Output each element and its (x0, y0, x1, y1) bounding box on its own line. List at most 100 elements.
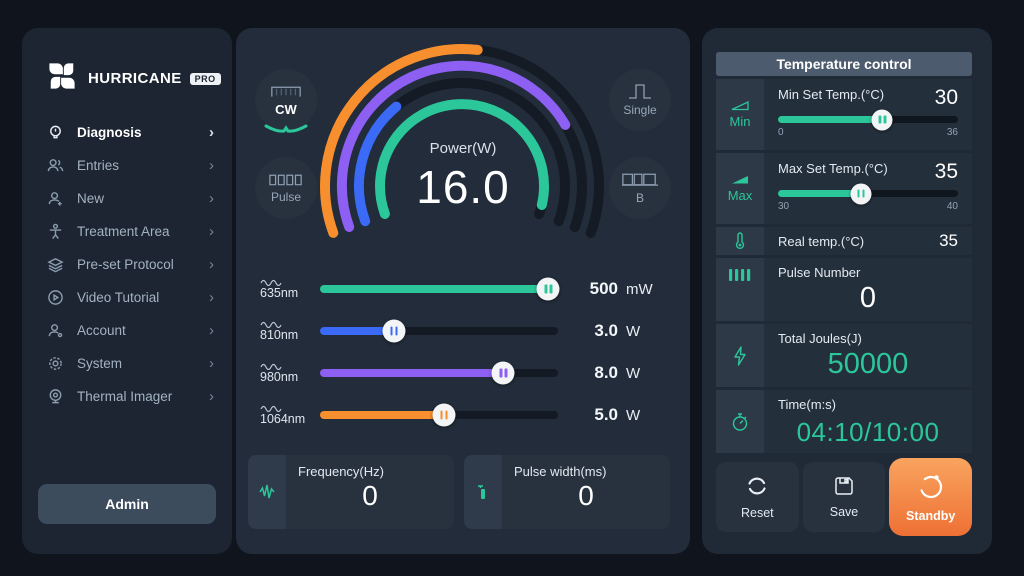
gauge-readout: Power(W) 16.0 (236, 140, 690, 214)
slider-handle[interactable] (536, 277, 560, 301)
pulse-number-value: 0 (859, 282, 877, 314)
real-temp-row: Real temp.(°C) 35 (716, 227, 972, 255)
max-temp-slider[interactable] (778, 183, 958, 204)
pulse-width-icon (464, 455, 502, 529)
pulse-number-label: Pulse Number (778, 265, 861, 280)
time-value: 04:10/10:00 (796, 417, 940, 447)
chevron-right-icon: › (209, 322, 214, 339)
mode-single-button[interactable]: Single (609, 69, 671, 131)
cw-wave-icon (271, 86, 301, 97)
admin-button[interactable]: Admin (38, 484, 216, 524)
single-pulse-icon (629, 84, 651, 99)
mode-cw-button[interactable]: CW (255, 69, 317, 133)
sidebar-item-label: Treatment Area (77, 224, 170, 239)
sidebar: HURRICANE PRO Diagnosis › Entries (22, 28, 232, 554)
standby-icon (919, 475, 942, 499)
action-buttons: Reset Save Standby (716, 457, 973, 537)
total-joules-label: Total Joules(J) (778, 331, 862, 346)
wavelength-label: 810nm (260, 328, 299, 343)
diagnosis-icon (46, 124, 64, 142)
sidebar-item-diagnosis[interactable]: Diagnosis › (22, 116, 232, 149)
slider-fill (320, 285, 549, 293)
sidebar-item-treatment-area[interactable]: Treatment Area › (22, 215, 232, 248)
min-temp-value: 30 (934, 86, 958, 109)
chevron-right-icon: › (209, 223, 214, 240)
pulse-width-card[interactable]: Pulse width(ms) 0 (464, 455, 670, 529)
slider-value: 500 (589, 279, 618, 298)
slider-track-635nm[interactable] (320, 277, 560, 301)
slider-value: 8.0 (594, 363, 618, 382)
slider-unit: W (626, 323, 641, 340)
sidebar-item-account[interactable]: Account › (22, 314, 232, 347)
sidebar-item-system[interactable]: System › (22, 347, 232, 380)
total-joules-value: 50000 (827, 348, 909, 380)
sidebar-item-entries[interactable]: Entries › (22, 149, 232, 182)
sidebar-item-video-tutorial[interactable]: Video Tutorial › (22, 281, 232, 314)
sidebar-item-thermal-imager[interactable]: Thermal Imager › (22, 380, 232, 413)
slider-row-635nm: 635nm 500 mW (260, 268, 670, 310)
min-range-high: 36 (946, 127, 958, 138)
thermal-imager-icon (46, 388, 64, 406)
mode-b-label: B (635, 191, 644, 205)
chevron-right-icon: › (209, 190, 214, 207)
slider-handle[interactable] (491, 361, 515, 385)
power-gauge (320, 43, 604, 238)
min-range-low: 0 (778, 127, 784, 138)
slider-track-980nm[interactable] (320, 361, 558, 385)
sidebar-item-label: Thermal Imager (77, 389, 173, 404)
min-temp-slider[interactable] (778, 109, 958, 130)
slider-track-1064nm[interactable] (320, 403, 558, 427)
max-range-high: 40 (946, 201, 958, 212)
sine-wave-icon (260, 406, 282, 413)
mode-cw-label: CW (275, 101, 297, 117)
frequency-card[interactable]: Frequency(Hz) 0 (248, 455, 454, 529)
chevron-right-icon: › (209, 289, 214, 306)
min-tab[interactable]: Min (716, 79, 764, 150)
chevron-right-icon: › (209, 388, 214, 405)
pulse-number-row: Pulse Number 0 (716, 258, 972, 321)
wavelength-sliders: 635nm 500 mW 810nm (260, 268, 670, 436)
real-temp-label: Real temp.(°C) (778, 233, 865, 249)
standby-label: Standby (906, 509, 956, 523)
frequency-label: Frequency(Hz) (298, 464, 384, 479)
sidebar-item-label: New (77, 191, 105, 206)
temperature-control-header: Temperature control (716, 52, 972, 76)
slider-value: 3.0 (594, 321, 618, 340)
save-button[interactable]: Save (802, 462, 886, 532)
min-temp-label: Min Set Temp.(°C) (778, 87, 885, 102)
max-ramp-icon (732, 176, 748, 184)
slider-fill (320, 327, 394, 335)
standby-button[interactable]: Standby (889, 458, 973, 536)
slider-handle[interactable] (432, 403, 456, 427)
treatment-area-icon (46, 223, 64, 241)
sidebar-item-new[interactable]: New › (22, 182, 232, 215)
mode-pulse-button[interactable]: Pulse (255, 157, 317, 219)
min-tab-label: Min (729, 114, 751, 129)
slider-handle[interactable] (871, 109, 893, 130)
gauge-value: 16.0 (416, 161, 510, 213)
temperature-panel: Temperature control Min Min Set Temp.(°C… (702, 28, 992, 554)
slider-fill (320, 411, 444, 419)
sidebar-item-label: Entries (77, 158, 120, 173)
sidebar-item-label: Pre-set Protocol (77, 257, 174, 272)
reset-button[interactable]: Reset (716, 462, 799, 532)
entries-icon (46, 157, 64, 175)
max-temp-row: Max Max Set Temp.(°C) 35 30 40 (716, 153, 972, 224)
mode-single-label: Single (623, 103, 657, 117)
brand-badge: PRO (189, 72, 221, 85)
total-joules-row: Total Joules(J) 50000 (716, 324, 972, 387)
sidebar-item-preset-protocol[interactable]: Pre-set Protocol › (22, 248, 232, 281)
slider-track-810nm[interactable] (320, 319, 558, 343)
brand-logo: HURRICANE PRO (44, 58, 221, 99)
slider-handle[interactable] (382, 319, 406, 343)
mode-pulse-label: Pulse (270, 190, 302, 204)
max-tab[interactable]: Max (716, 153, 764, 224)
reset-label: Reset (741, 506, 774, 520)
slider-handle[interactable] (850, 183, 872, 204)
chevron-right-icon: › (209, 124, 214, 141)
brand-name: HURRICANE (88, 70, 182, 87)
stopwatch-icon (716, 390, 764, 453)
mode-b-button[interactable]: B (609, 157, 671, 219)
active-underline-icon (264, 124, 308, 133)
chevron-right-icon: › (209, 157, 214, 174)
